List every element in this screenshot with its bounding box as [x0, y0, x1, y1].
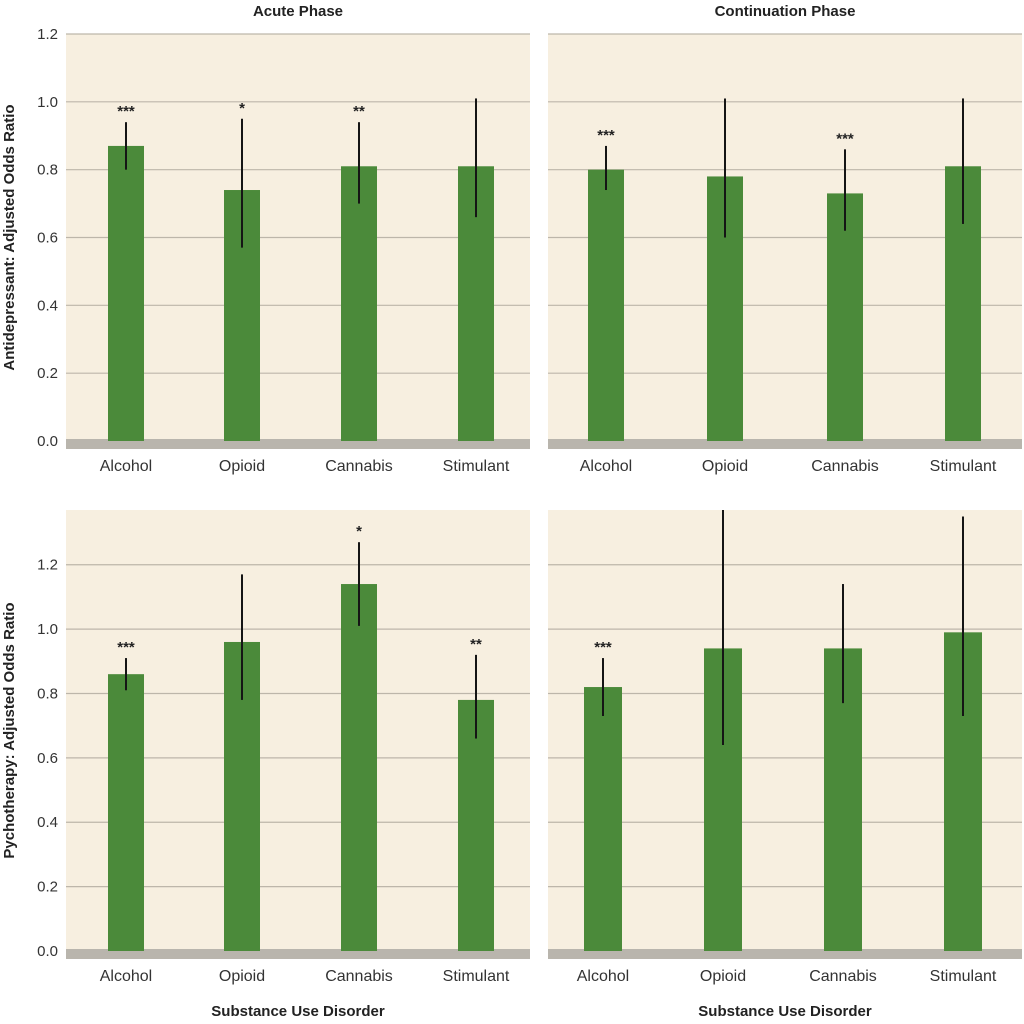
- category-label: Stimulant: [930, 458, 997, 475]
- y-tick-label: 0.6: [37, 750, 58, 767]
- category-label: Cannabis: [325, 458, 393, 475]
- significance-marker: **: [353, 103, 365, 120]
- y-tick-label: 1.0: [37, 621, 58, 638]
- y-tick-label: 0.8: [37, 162, 58, 179]
- y-tick-label: 0.0: [37, 943, 58, 960]
- significance-marker: ***: [597, 127, 615, 144]
- category-label: Alcohol: [577, 968, 629, 985]
- y-tick-label: 1.0: [37, 94, 58, 111]
- x-axis-baseline: [66, 949, 530, 959]
- category-label: Cannabis: [809, 968, 877, 985]
- y-tick-label: 0.4: [37, 297, 58, 314]
- significance-marker: ***: [117, 639, 135, 656]
- bar-stimulant: [458, 699, 494, 951]
- y-axis-title: Antidepressant: Adjusted Odds Ratio: [1, 104, 18, 370]
- y-tick-label: 1.2: [37, 26, 58, 43]
- x-axis-baseline: [66, 439, 530, 449]
- category-label: Opioid: [702, 458, 748, 475]
- category-label: Alcohol: [100, 968, 152, 985]
- y-tick-label: 0.4: [37, 814, 58, 831]
- category-label: Alcohol: [580, 458, 632, 475]
- y-tick-label: 0.0: [37, 433, 58, 450]
- bar-alcohol: [108, 674, 144, 951]
- y-tick-label: 0.8: [37, 685, 58, 702]
- chart-panel-bottom-right: *** Alcohol Opioid Cannabis Stimulant Substan…: [548, 510, 1022, 1020]
- panels: 0.00.20.40.60.81.01.2***Alcohol*Opioid**…: [1, 3, 1022, 1020]
- category-label: Opioid: [700, 968, 746, 985]
- bar-cannabis: [827, 193, 863, 441]
- significance-marker: ***: [594, 639, 612, 656]
- y-tick-label: 0.2: [37, 365, 58, 382]
- bar-alcohol: [584, 687, 622, 951]
- category-label: Cannabis: [811, 458, 879, 475]
- category-label: Opioid: [219, 458, 265, 475]
- y-tick-label: 0.2: [37, 879, 58, 896]
- x-axis-title: Substance Use Disorder: [211, 1003, 385, 1020]
- chart-panel-top-left: 0.0 0.2 0.4 0.6 0.8 1.0 1.2 *** Alcohol * Opioid **…: [1, 3, 530, 475]
- significance-marker: ***: [836, 130, 854, 147]
- bar-cannabis: [341, 166, 377, 441]
- bar-alcohol: [108, 145, 144, 442]
- chart-panel-bottom-left: 0.0 0.2 0.4 0.6 0.8 1.0 1.2 *** Alcohol Opioid * Ca…: [1, 510, 530, 1020]
- x-axis-title: Substance Use Disorder: [698, 1003, 872, 1020]
- y-axis-title: Pychotherapy: Adjusted Odds Ratio: [1, 602, 18, 858]
- category-label: Stimulant: [443, 458, 510, 475]
- panel-title: Continuation Phase: [715, 3, 856, 20]
- chart-panel-top-right: *** Alcohol Opioid *** Cannabis Stimulant Cont…: [548, 3, 1022, 475]
- significance-marker: ***: [117, 103, 135, 120]
- category-label: Stimulant: [930, 968, 997, 985]
- category-label: Stimulant: [443, 968, 510, 985]
- bar-cannabis: [341, 584, 377, 951]
- x-axis-baseline: [548, 439, 1022, 449]
- category-label: Opioid: [219, 968, 265, 985]
- y-tick-label: 0.6: [37, 230, 58, 247]
- significance-marker: *: [356, 523, 362, 540]
- x-axis-baseline: [548, 949, 1022, 959]
- y-tick-label: 1.2: [37, 557, 58, 574]
- category-label: Alcohol: [100, 458, 152, 475]
- panel-title: Acute Phase: [253, 3, 343, 20]
- significance-marker: **: [470, 636, 482, 653]
- category-label: Cannabis: [325, 968, 393, 985]
- bar-alcohol: [588, 169, 624, 441]
- plot-background: [548, 510, 1022, 951]
- significance-marker: *: [239, 100, 245, 117]
